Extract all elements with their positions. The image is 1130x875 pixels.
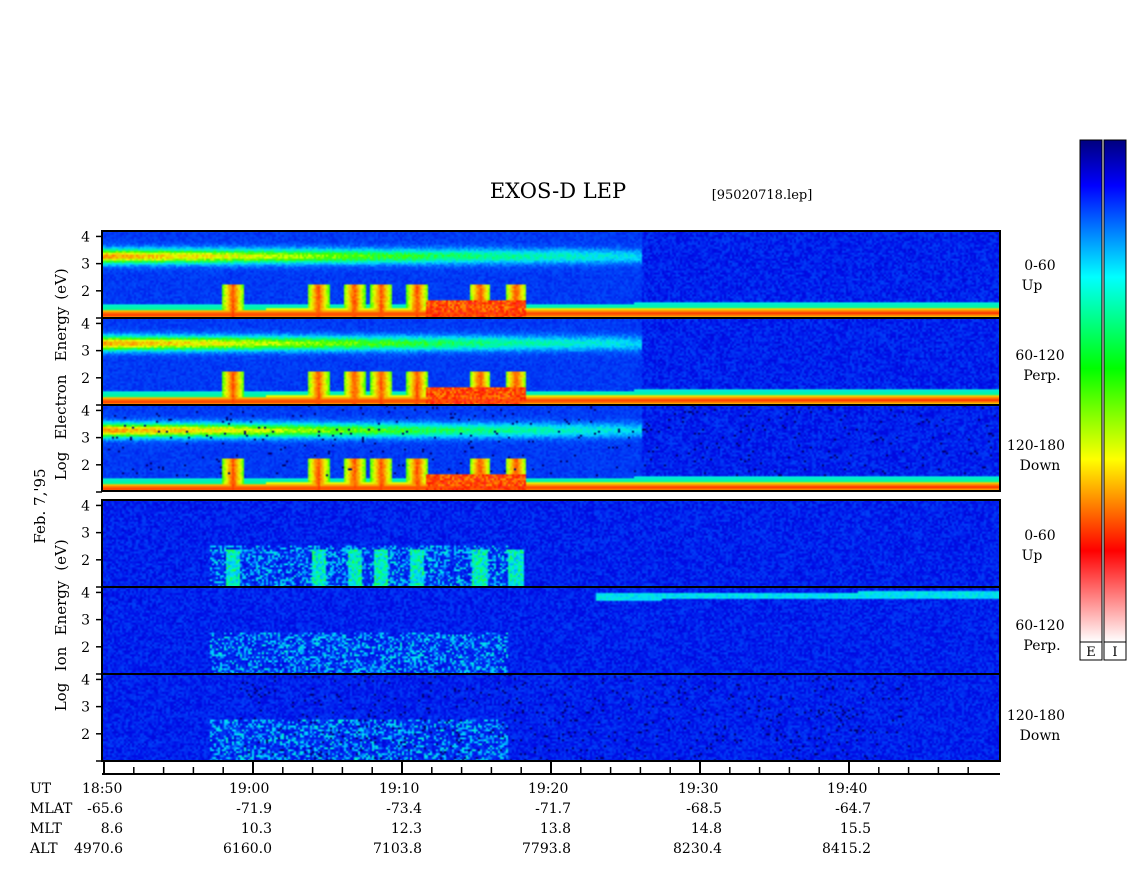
y-tick-label: 2 <box>81 727 90 743</box>
ephemeris-value: 4970.6 <box>74 841 123 857</box>
ephemeris-value: 13.8 <box>540 821 571 837</box>
ephemeris-value: 7793.8 <box>522 841 571 857</box>
colorbar-label-box <box>1103 641 1127 661</box>
ion-up-spectrogram <box>102 500 1000 587</box>
y-tick-label: 3 <box>81 613 90 629</box>
electron-down-spectrogram <box>102 405 1000 492</box>
y-tick-label: 2 <box>81 640 90 656</box>
y-tick-label: 4 <box>81 403 90 419</box>
electron-ylabel-unit: (eV) <box>52 268 70 299</box>
y-tick-label: 2 <box>81 458 90 474</box>
y-tick-label: 4 <box>81 229 90 245</box>
file-label: [95020718.lep] <box>712 188 813 203</box>
ephemeris-value: 8230.4 <box>673 841 722 857</box>
ephemeris-value: 19:30 <box>678 781 718 797</box>
y-tick-label: 4 <box>81 585 90 601</box>
ephemeris-row-label: MLAT <box>30 801 73 817</box>
ephemeris-row-label: MLT <box>30 821 62 837</box>
ephemeris-value: 15.5 <box>840 821 871 837</box>
ephemeris-value: 10.3 <box>241 821 272 837</box>
y-tick-label: 2 <box>81 553 90 569</box>
electron-perp-spectrogram <box>102 318 1000 405</box>
ephemeris-value: 8.6 <box>101 821 123 837</box>
colorbar-i <box>1103 139 1127 643</box>
y-tick-label: 2 <box>81 371 90 387</box>
ephemeris-value: 18:50 <box>82 781 122 797</box>
electron-ylabel-electron: Electron <box>52 374 70 439</box>
ephemeris-value: -64.7 <box>835 801 871 817</box>
ephemeris-value: 8415.2 <box>822 841 871 857</box>
colorbar-e <box>1079 139 1103 643</box>
y-tick-label: 4 <box>81 498 90 514</box>
spectrogram-panels <box>102 231 1000 761</box>
panel-frames <box>101 230 1001 762</box>
ion-ylabel-log: Log <box>52 682 70 711</box>
electron-y-axis-label: Log Electron Energy (eV) <box>52 268 70 480</box>
e-down-angle: 120-180 <box>1007 438 1065 454</box>
ephemeris-value: 19:40 <box>827 781 867 797</box>
y-tick-label: 3 <box>81 700 90 716</box>
ephemeris-value: 19:00 <box>229 781 269 797</box>
colorbar-label: E <box>1086 645 1096 660</box>
y-tick-label: 2 <box>81 284 90 300</box>
ephemeris-value: -65.6 <box>87 801 123 817</box>
ephemeris-table: UT 18:50 19:00 19:10 19:20 19:30 19:40 MLAT -65.… <box>29 781 871 857</box>
electron-up-spectrogram <box>102 231 1000 318</box>
y-tick-label: 3 <box>81 344 90 360</box>
y-tick-label: 4 <box>81 672 90 688</box>
chart-title: EXOS-D LEP <box>490 179 626 203</box>
e-down-dir: Down <box>1020 458 1061 474</box>
y-tick-label: 3 <box>81 257 90 273</box>
ephemeris-value: -71.9 <box>236 801 272 817</box>
ephemeris-value: -68.5 <box>686 801 722 817</box>
ion-frame <box>101 499 1001 762</box>
ephemeris-row-label: UT <box>30 781 52 797</box>
ion-ylabel-energy: Energy <box>52 580 70 635</box>
electron-ylabel-energy: Energy <box>52 306 70 361</box>
colorbar-label: I <box>1112 645 1117 660</box>
x-axis-ticks <box>103 762 969 774</box>
i-perp-dir: Perp. <box>1023 638 1060 654</box>
e-perp-dir: Perp. <box>1023 368 1060 384</box>
ephemeris-value: 7103.8 <box>373 841 422 857</box>
ephemeris-value: 19:10 <box>379 781 419 797</box>
i-perp-angle: 60-120 <box>1015 618 1064 634</box>
ion-ylabel-unit: (eV) <box>52 539 70 570</box>
y-tick-label: 3 <box>81 526 90 542</box>
ion-perp-spectrogram <box>102 587 1000 674</box>
ion-ylabel-ion: Ion <box>52 646 70 671</box>
e-perp-angle: 60-120 <box>1015 348 1064 364</box>
ephemeris-value: -73.4 <box>386 801 422 817</box>
electron-frame <box>101 230 1001 492</box>
e-up-dir: Up <box>1022 278 1043 294</box>
ephemeris-value: 12.3 <box>391 821 422 837</box>
ephemeris-value: 6160.0 <box>223 841 272 857</box>
i-down-dir: Down <box>1020 728 1061 744</box>
ephemeris-value: 14.8 <box>691 821 722 837</box>
i-up-angle: 0-60 <box>1024 528 1055 544</box>
right-panel-labels: 0-60 Up 60-120 Perp. 120-180 Down 0-60 U… <box>1007 258 1065 744</box>
i-up-dir: Up <box>1022 548 1043 564</box>
electron-ylabel-log: Log <box>52 451 70 480</box>
i-down-angle: 120-180 <box>1007 708 1065 724</box>
ephemeris-row-label: ALT <box>29 841 58 857</box>
y-tick-label: 4 <box>81 316 90 332</box>
ion-down-spectrogram <box>102 674 1000 761</box>
x-axis <box>102 762 1000 775</box>
date-label: Feb. 7,'95 <box>31 468 49 543</box>
ephemeris-value: 19:20 <box>528 781 568 797</box>
ion-y-axis-label: Log Ion Energy (eV) <box>52 539 70 711</box>
e-up-angle: 0-60 <box>1024 258 1055 274</box>
y-tick-label: 3 <box>81 431 90 447</box>
ephemeris-value: -71.7 <box>535 801 571 817</box>
colorbar-label-box <box>1079 641 1103 661</box>
y-axis-ticks: 4 3 2 4 3 2 4 3 2 4 3 2 4 3 2 4 3 2 <box>81 229 102 762</box>
